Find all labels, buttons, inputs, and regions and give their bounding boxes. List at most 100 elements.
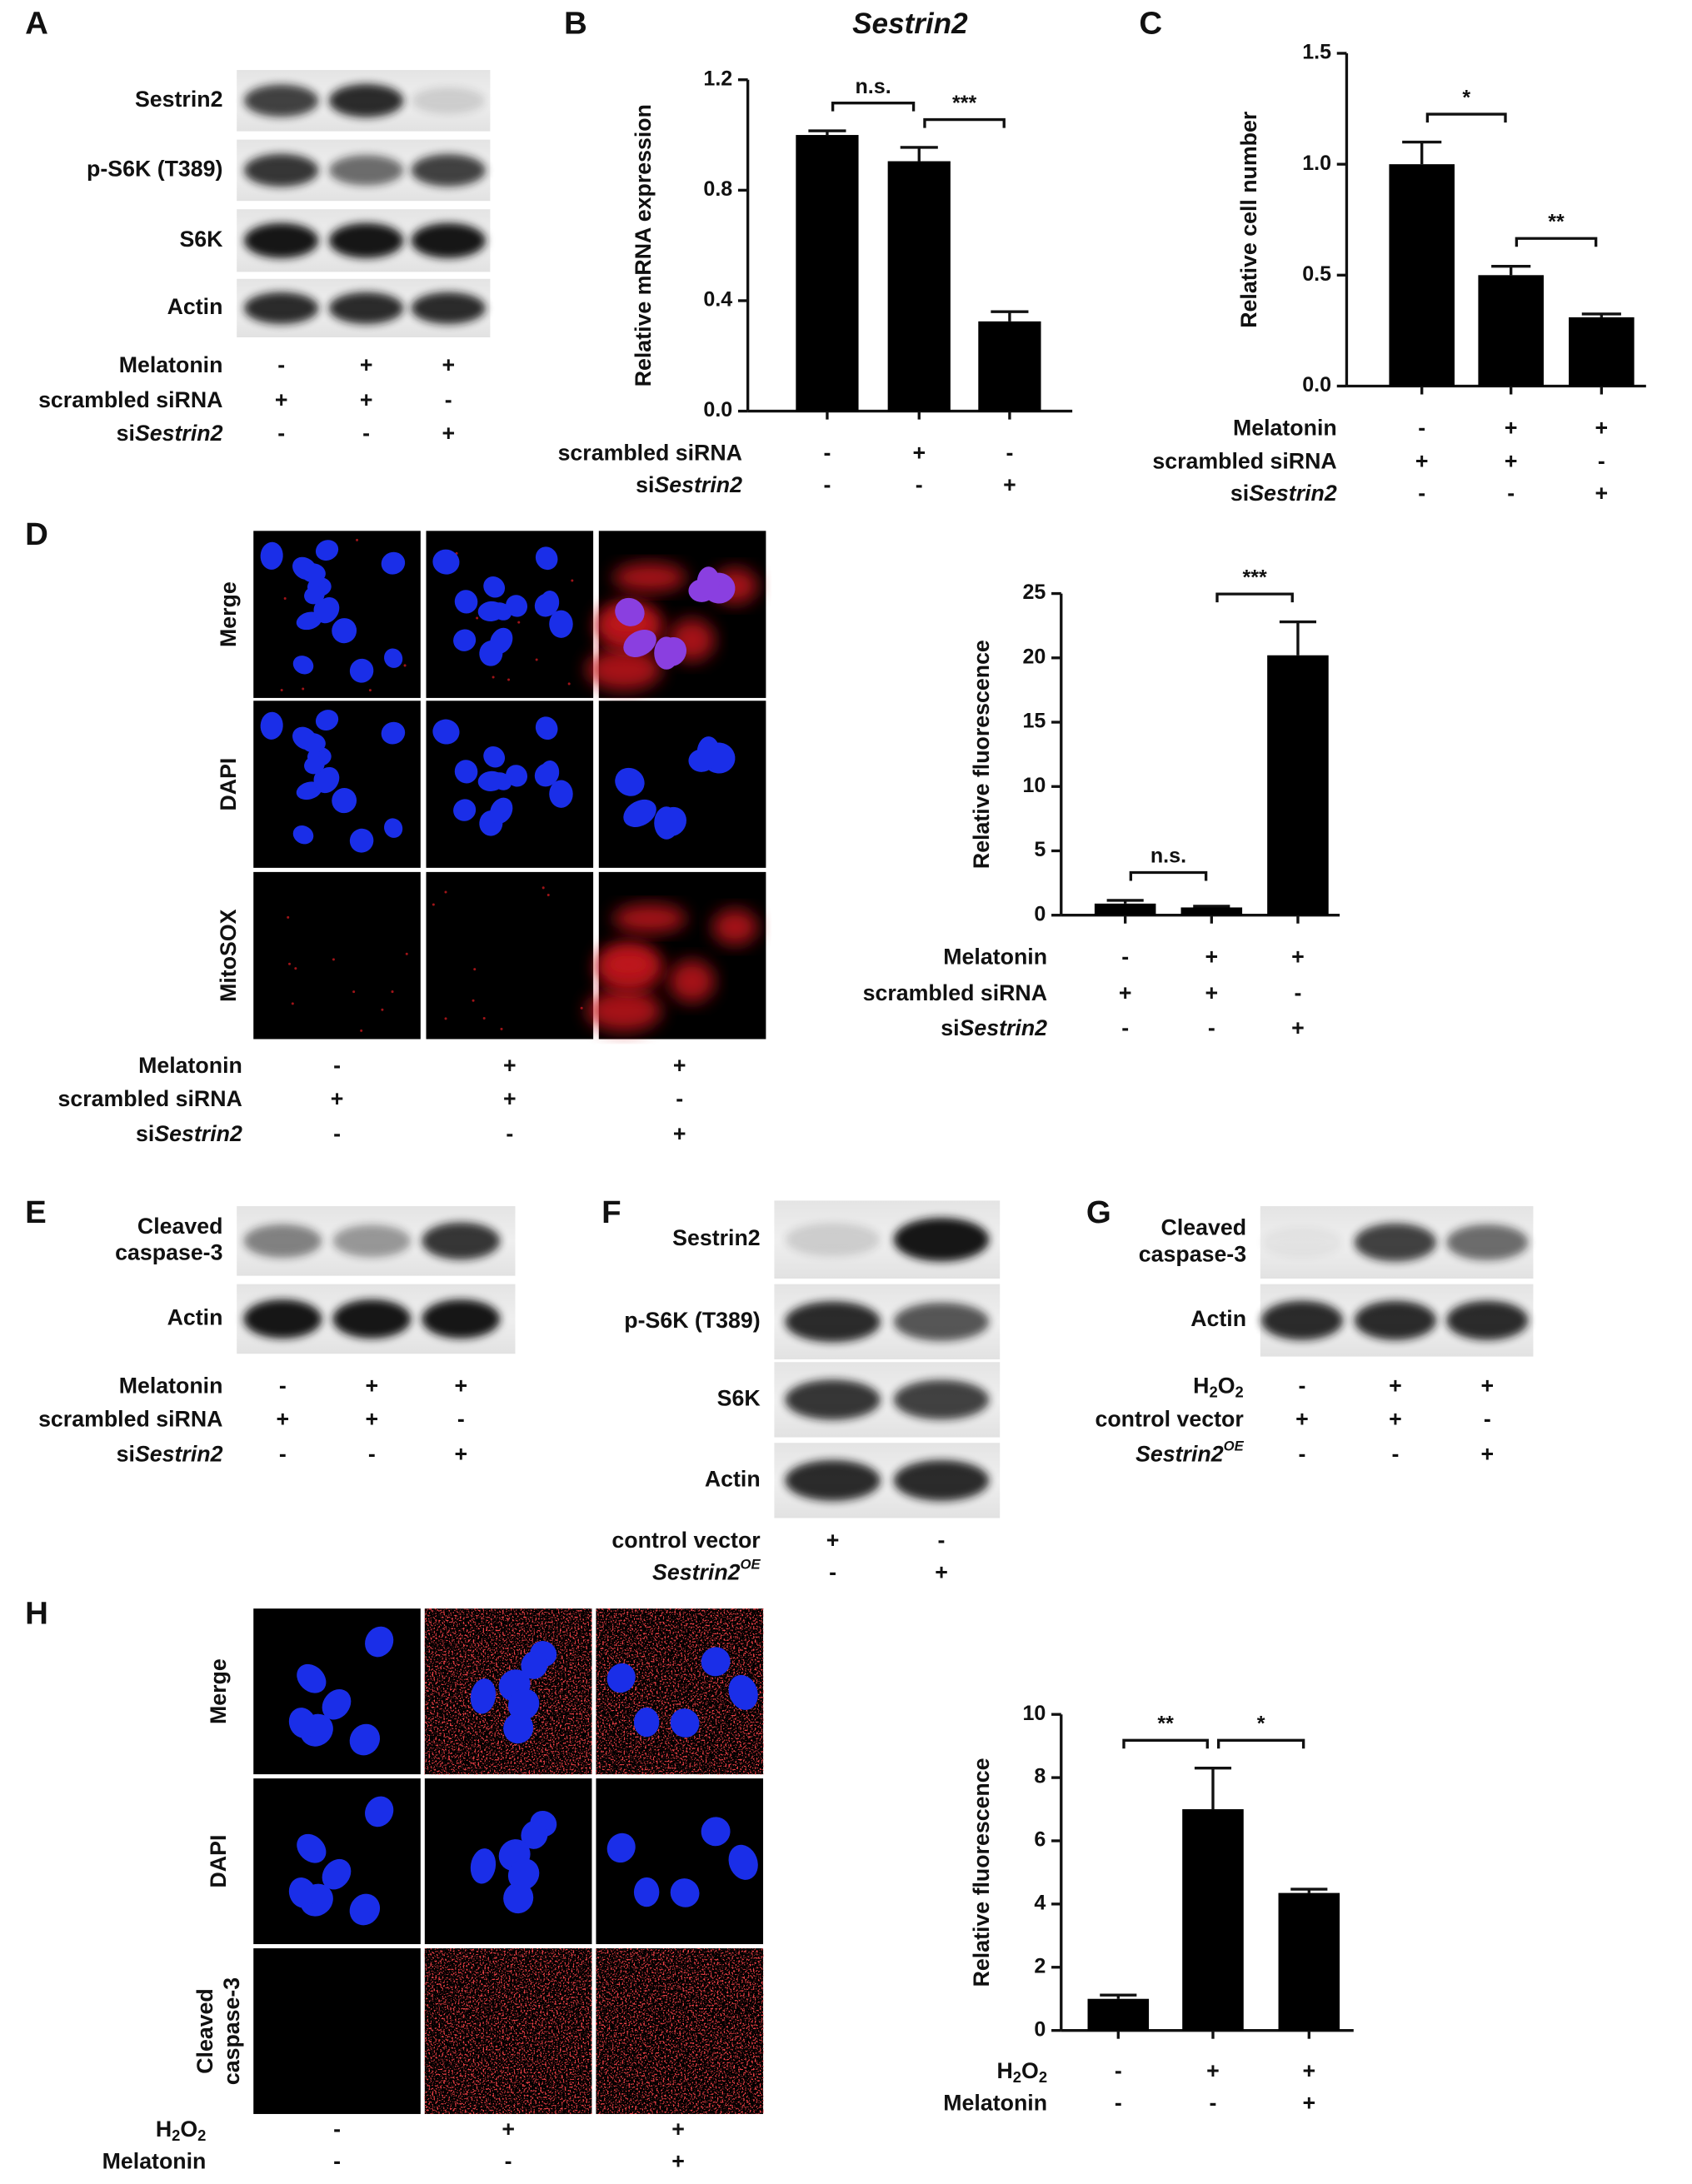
condition-label-part: si [117,1441,135,1466]
condition-label-part: O [180,2117,197,2142]
cytoplasm-signal [586,990,661,1032]
condition-mark: + [1206,2058,1220,2083]
dot-signal [547,893,550,896]
nucleus [483,576,506,598]
blot-band [328,222,404,258]
condition-mark: + [442,352,455,377]
dot-signal [482,1016,486,1020]
nucleus [535,716,558,740]
band-label: S6K [717,1385,761,1410]
condition-mark: - [823,440,831,465]
y-tick-label: 0 [1034,902,1046,925]
panel-label: E [25,1194,47,1230]
condition-mark: + [1480,1373,1494,1398]
blot-band [893,1217,990,1262]
panel-label: A [25,6,48,42]
blot-band [411,292,487,324]
condition-mark: + [1003,472,1016,497]
bar [1180,907,1243,915]
nucleus [315,540,339,561]
y-tick-label: 0.5 [1302,262,1331,286]
blot-band [893,1459,990,1501]
bar [1182,1809,1244,2031]
condition-label-part: 2 [172,2127,180,2144]
condition-mark: + [1295,1407,1309,1432]
condition-label: Melatonin [943,2090,1047,2115]
cytoplasm-signal [712,909,758,945]
y-tick-label: 4 [1034,1892,1046,1915]
dot-signal [476,616,479,620]
condition-mark: - [1418,481,1425,506]
y-tick-label: 2 [1034,1954,1046,1977]
nucleus [315,766,340,794]
dot-signal [507,678,511,681]
condition-label-part: H [1193,1373,1209,1398]
condition-mark: + [502,2117,515,2142]
nucleus [349,1723,381,1756]
nucleus [623,799,656,827]
blot-band [422,1299,501,1339]
row-label: Merge [206,1658,231,1724]
y-tick-label: 25 [1022,581,1046,604]
nucleus [670,1708,700,1738]
condition-mark: + [673,1053,686,1078]
nucleus [701,1647,731,1677]
speckle-signal [424,1948,592,2114]
nucleus [297,1833,327,1863]
panel-label: G [1086,1194,1111,1230]
y-tick-label: 6 [1034,1828,1046,1852]
nucleus [549,610,573,638]
condition-mark: - [916,472,923,497]
nucleus [292,825,314,845]
micrograph [253,871,421,1040]
condition-label-part: 2 [1039,2067,1047,2085]
nucleus [728,1674,758,1710]
condition-mark: + [1302,2090,1315,2115]
band-label-line: Cleaved [1161,1215,1247,1240]
cytoplasm-signal [669,960,715,1003]
condition-label-part: OE [1224,1439,1245,1454]
condition-mark: + [1205,980,1218,1005]
significance-label: * [1257,1713,1265,1736]
condition-label-part: si [1230,481,1249,506]
significance-bracket [1216,1738,1305,1749]
nucleus [349,658,374,683]
blot-band [243,1224,322,1258]
condition-mark: - [1484,1407,1491,1432]
dot-signal [444,1017,447,1020]
nucleus [549,780,573,808]
condition-mark: - [1210,2090,1217,2115]
blot-band [785,1301,881,1343]
condition-mark: - [1006,440,1013,465]
significance-bracket [1515,237,1598,247]
nucleus [470,1848,497,1884]
condition-mark: - [445,387,452,412]
y-axis-label: Relative cell number [1236,112,1261,328]
row-label: Merge [216,581,241,647]
nucleus [507,1858,540,1891]
condition-label-part: Sestrin2 [654,472,742,497]
condition-label-part: Sestrin2 [135,1441,223,1466]
condition-mark: - [333,1121,341,1146]
nucleus [477,601,505,622]
band-label: Sestrin2 [672,1225,761,1250]
row-label: DAPI [216,758,241,811]
blot-band [328,292,404,324]
bar [1389,164,1455,386]
condition-label: Melatonin [119,1373,223,1398]
blot-band [893,1379,990,1420]
significance-bracket [1425,112,1507,123]
condition-label: Melatonin [102,2149,207,2174]
y-tick-label: 8 [1034,1765,1046,1788]
nucleus [301,563,326,583]
bar [1478,275,1544,386]
significance-label: *** [952,92,977,115]
blot-band [1260,1300,1344,1340]
significance-bracket [831,101,916,112]
condition-mark: - [1391,1441,1399,1466]
row-label: MitoSOX [216,909,241,1002]
condition-mark: + [826,1528,840,1553]
blot-band [422,1222,501,1260]
band-label: Actin [1190,1306,1246,1331]
y-tick-label: 10 [1022,774,1046,797]
